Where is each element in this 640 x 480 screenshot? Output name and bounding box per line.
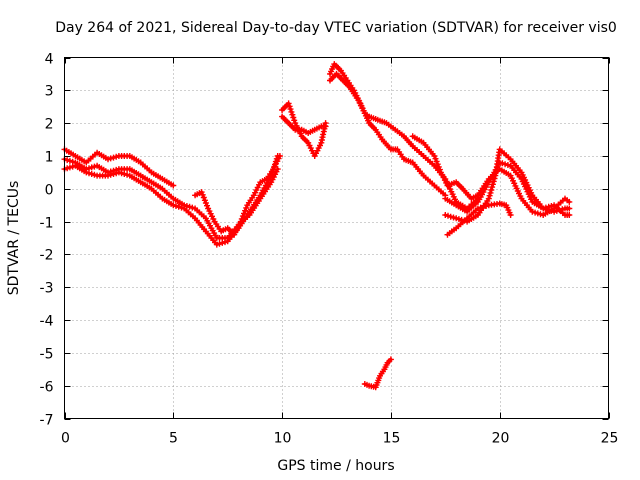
x-tick-label: 5 bbox=[169, 431, 178, 447]
y-tick-label: -2 bbox=[40, 248, 54, 264]
series-markers bbox=[61, 156, 281, 241]
series-markers bbox=[327, 70, 481, 212]
y-tick-label: -4 bbox=[40, 314, 54, 330]
y-tick-label: 3 bbox=[45, 84, 54, 100]
series-markers bbox=[192, 153, 283, 238]
grid-lines bbox=[64, 57, 609, 419]
y-tick-label: -6 bbox=[40, 380, 54, 396]
series-track bbox=[279, 113, 329, 136]
series-markers bbox=[442, 146, 573, 225]
series-track bbox=[61, 156, 281, 241]
y-tick-labels: -7 -6 -5 -4 -3 -2 -1 0 1 2 3 4 bbox=[40, 52, 54, 429]
y-axis-label: SDTVAR / TECUs bbox=[6, 181, 22, 296]
x-tick-labels: 0 5 10 15 20 25 bbox=[61, 431, 618, 447]
y-tick-label: -3 bbox=[40, 281, 54, 297]
series-markers bbox=[361, 356, 394, 391]
series-track bbox=[192, 153, 283, 238]
chart-title: Day 264 of 2021, Sidereal Day-to-day VTE… bbox=[55, 20, 617, 36]
series-track bbox=[327, 70, 481, 212]
series-trace bbox=[63, 154, 280, 247]
y-tick-label: -7 bbox=[40, 413, 54, 429]
y-tick-label: 1 bbox=[45, 150, 54, 166]
y-tick-label: -1 bbox=[40, 216, 54, 232]
plot-frame bbox=[64, 57, 609, 419]
series-markers bbox=[279, 113, 329, 136]
y-tick-label: -5 bbox=[40, 347, 54, 363]
x-tick-label: 15 bbox=[383, 431, 401, 447]
series-markers bbox=[279, 100, 329, 159]
data-series bbox=[61, 61, 573, 391]
x-tick-label: 20 bbox=[492, 431, 510, 447]
x-tick-label: 25 bbox=[601, 431, 619, 447]
y-tick-label: 2 bbox=[45, 117, 54, 133]
x-tick-label: 10 bbox=[274, 431, 292, 447]
y-tick-label: 0 bbox=[45, 183, 54, 199]
axis-ticks bbox=[64, 57, 610, 420]
x-tick-label: 0 bbox=[61, 431, 70, 447]
series-track bbox=[279, 100, 329, 159]
x-axis-label: GPS time / hours bbox=[277, 458, 394, 474]
y-tick-label: 4 bbox=[45, 52, 54, 68]
series-track bbox=[442, 146, 573, 225]
series-track bbox=[361, 356, 394, 391]
